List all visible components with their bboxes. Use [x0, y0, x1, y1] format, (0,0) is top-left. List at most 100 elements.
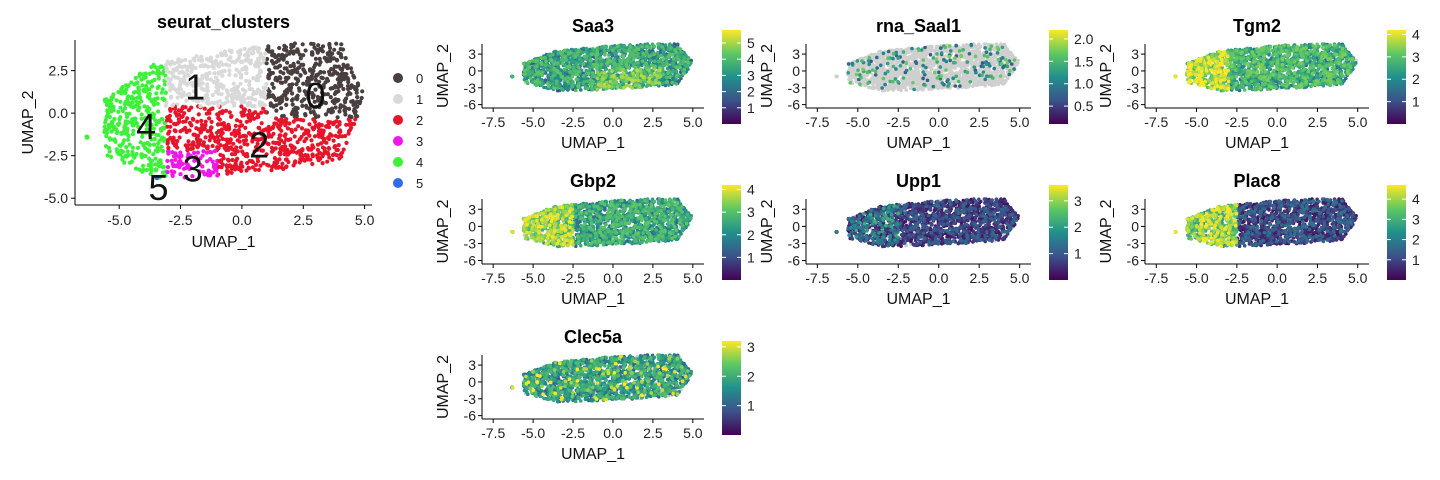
data-point: [243, 134, 249, 139]
data-point: [335, 115, 340, 120]
data-point: [277, 141, 282, 146]
data-point: [161, 136, 167, 141]
data-point: [224, 62, 229, 67]
data-point: [269, 149, 275, 154]
data-point: [610, 69, 614, 73]
data-point: [636, 52, 640, 56]
data-point: [337, 156, 342, 161]
data-point: [169, 95, 174, 100]
data-point: [147, 71, 152, 76]
data-point: [224, 168, 230, 173]
data-point: [105, 108, 110, 113]
data-point: [200, 98, 206, 103]
x-tick-label: -7.5: [481, 114, 505, 130]
data-point: [233, 73, 238, 78]
data-point: [188, 122, 193, 127]
data-point: [165, 170, 170, 175]
data-point: [201, 149, 206, 154]
data-point: [337, 128, 343, 133]
data-point: [665, 80, 670, 84]
data-point: [540, 73, 544, 78]
data-point: [109, 129, 114, 134]
data-point: [305, 76, 311, 81]
data-point: [311, 42, 316, 47]
data-point: [298, 73, 303, 78]
data-point: [111, 104, 116, 109]
legend-label: 0: [416, 71, 423, 86]
data-point: [510, 74, 514, 79]
data-point: [149, 79, 154, 84]
data-point: [215, 145, 220, 150]
data-point: [169, 59, 174, 64]
data-point: [598, 56, 602, 61]
data-point: [224, 88, 229, 93]
data-point: [669, 45, 673, 50]
data-point: [185, 143, 191, 148]
legend-swatch: [393, 157, 403, 167]
data-point: [313, 123, 318, 128]
data-point: [298, 152, 303, 158]
data-point: [576, 84, 580, 88]
cluster-label: 3: [183, 148, 203, 189]
data-point: [195, 150, 200, 155]
data-point: [347, 106, 352, 111]
data-point: [591, 71, 595, 75]
data-point: [172, 121, 177, 126]
data-point: [220, 109, 225, 114]
data-point: [270, 53, 275, 58]
data-point: [615, 67, 619, 71]
colorbar-tick-label: 3: [747, 67, 755, 83]
data-point: [219, 53, 225, 58]
data-point: [271, 85, 276, 90]
data-point: [341, 147, 346, 152]
data-point: [595, 87, 600, 92]
data-point: [261, 57, 266, 62]
data-point: [220, 130, 225, 136]
data-point: [291, 64, 296, 69]
data-point: [232, 167, 238, 172]
data-point: [307, 67, 313, 72]
cluster-label: 4: [136, 106, 156, 147]
data-point: [253, 162, 259, 167]
data-point: [261, 89, 266, 95]
data-point: [325, 51, 330, 56]
data-point: [297, 88, 302, 93]
data-point: [226, 158, 231, 163]
data-point: [330, 99, 335, 104]
data-point: [250, 139, 255, 144]
data-point: [160, 87, 165, 92]
data-point: [244, 66, 249, 71]
colorbar-tick-label: 1: [747, 100, 755, 116]
data-point: [606, 48, 611, 53]
data-point: [229, 170, 234, 175]
data-point: [544, 59, 548, 64]
data-point: [220, 73, 225, 78]
data-point: [285, 60, 290, 65]
data-point: [225, 145, 231, 150]
data-point: [338, 47, 343, 52]
data-point: [231, 103, 237, 108]
data-point: [181, 166, 187, 171]
data-point: [345, 84, 351, 89]
data-point: [336, 97, 341, 103]
data-point: [273, 65, 278, 70]
data-point: [210, 106, 215, 111]
data-point: [355, 95, 360, 100]
data-point: [615, 85, 620, 89]
data-point: [281, 93, 286, 98]
data-point: [617, 49, 621, 53]
data-point: [220, 153, 225, 158]
data-point: [126, 153, 131, 158]
data-point: [604, 67, 608, 72]
data-point: [268, 93, 273, 99]
data-point: [269, 168, 274, 173]
data-point: [628, 59, 633, 64]
data-point: [166, 76, 171, 82]
data-point: [247, 108, 252, 114]
data-point: [913, 52, 918, 57]
data-point: [234, 118, 240, 123]
data-point: [546, 73, 551, 77]
data-point: [199, 122, 205, 127]
